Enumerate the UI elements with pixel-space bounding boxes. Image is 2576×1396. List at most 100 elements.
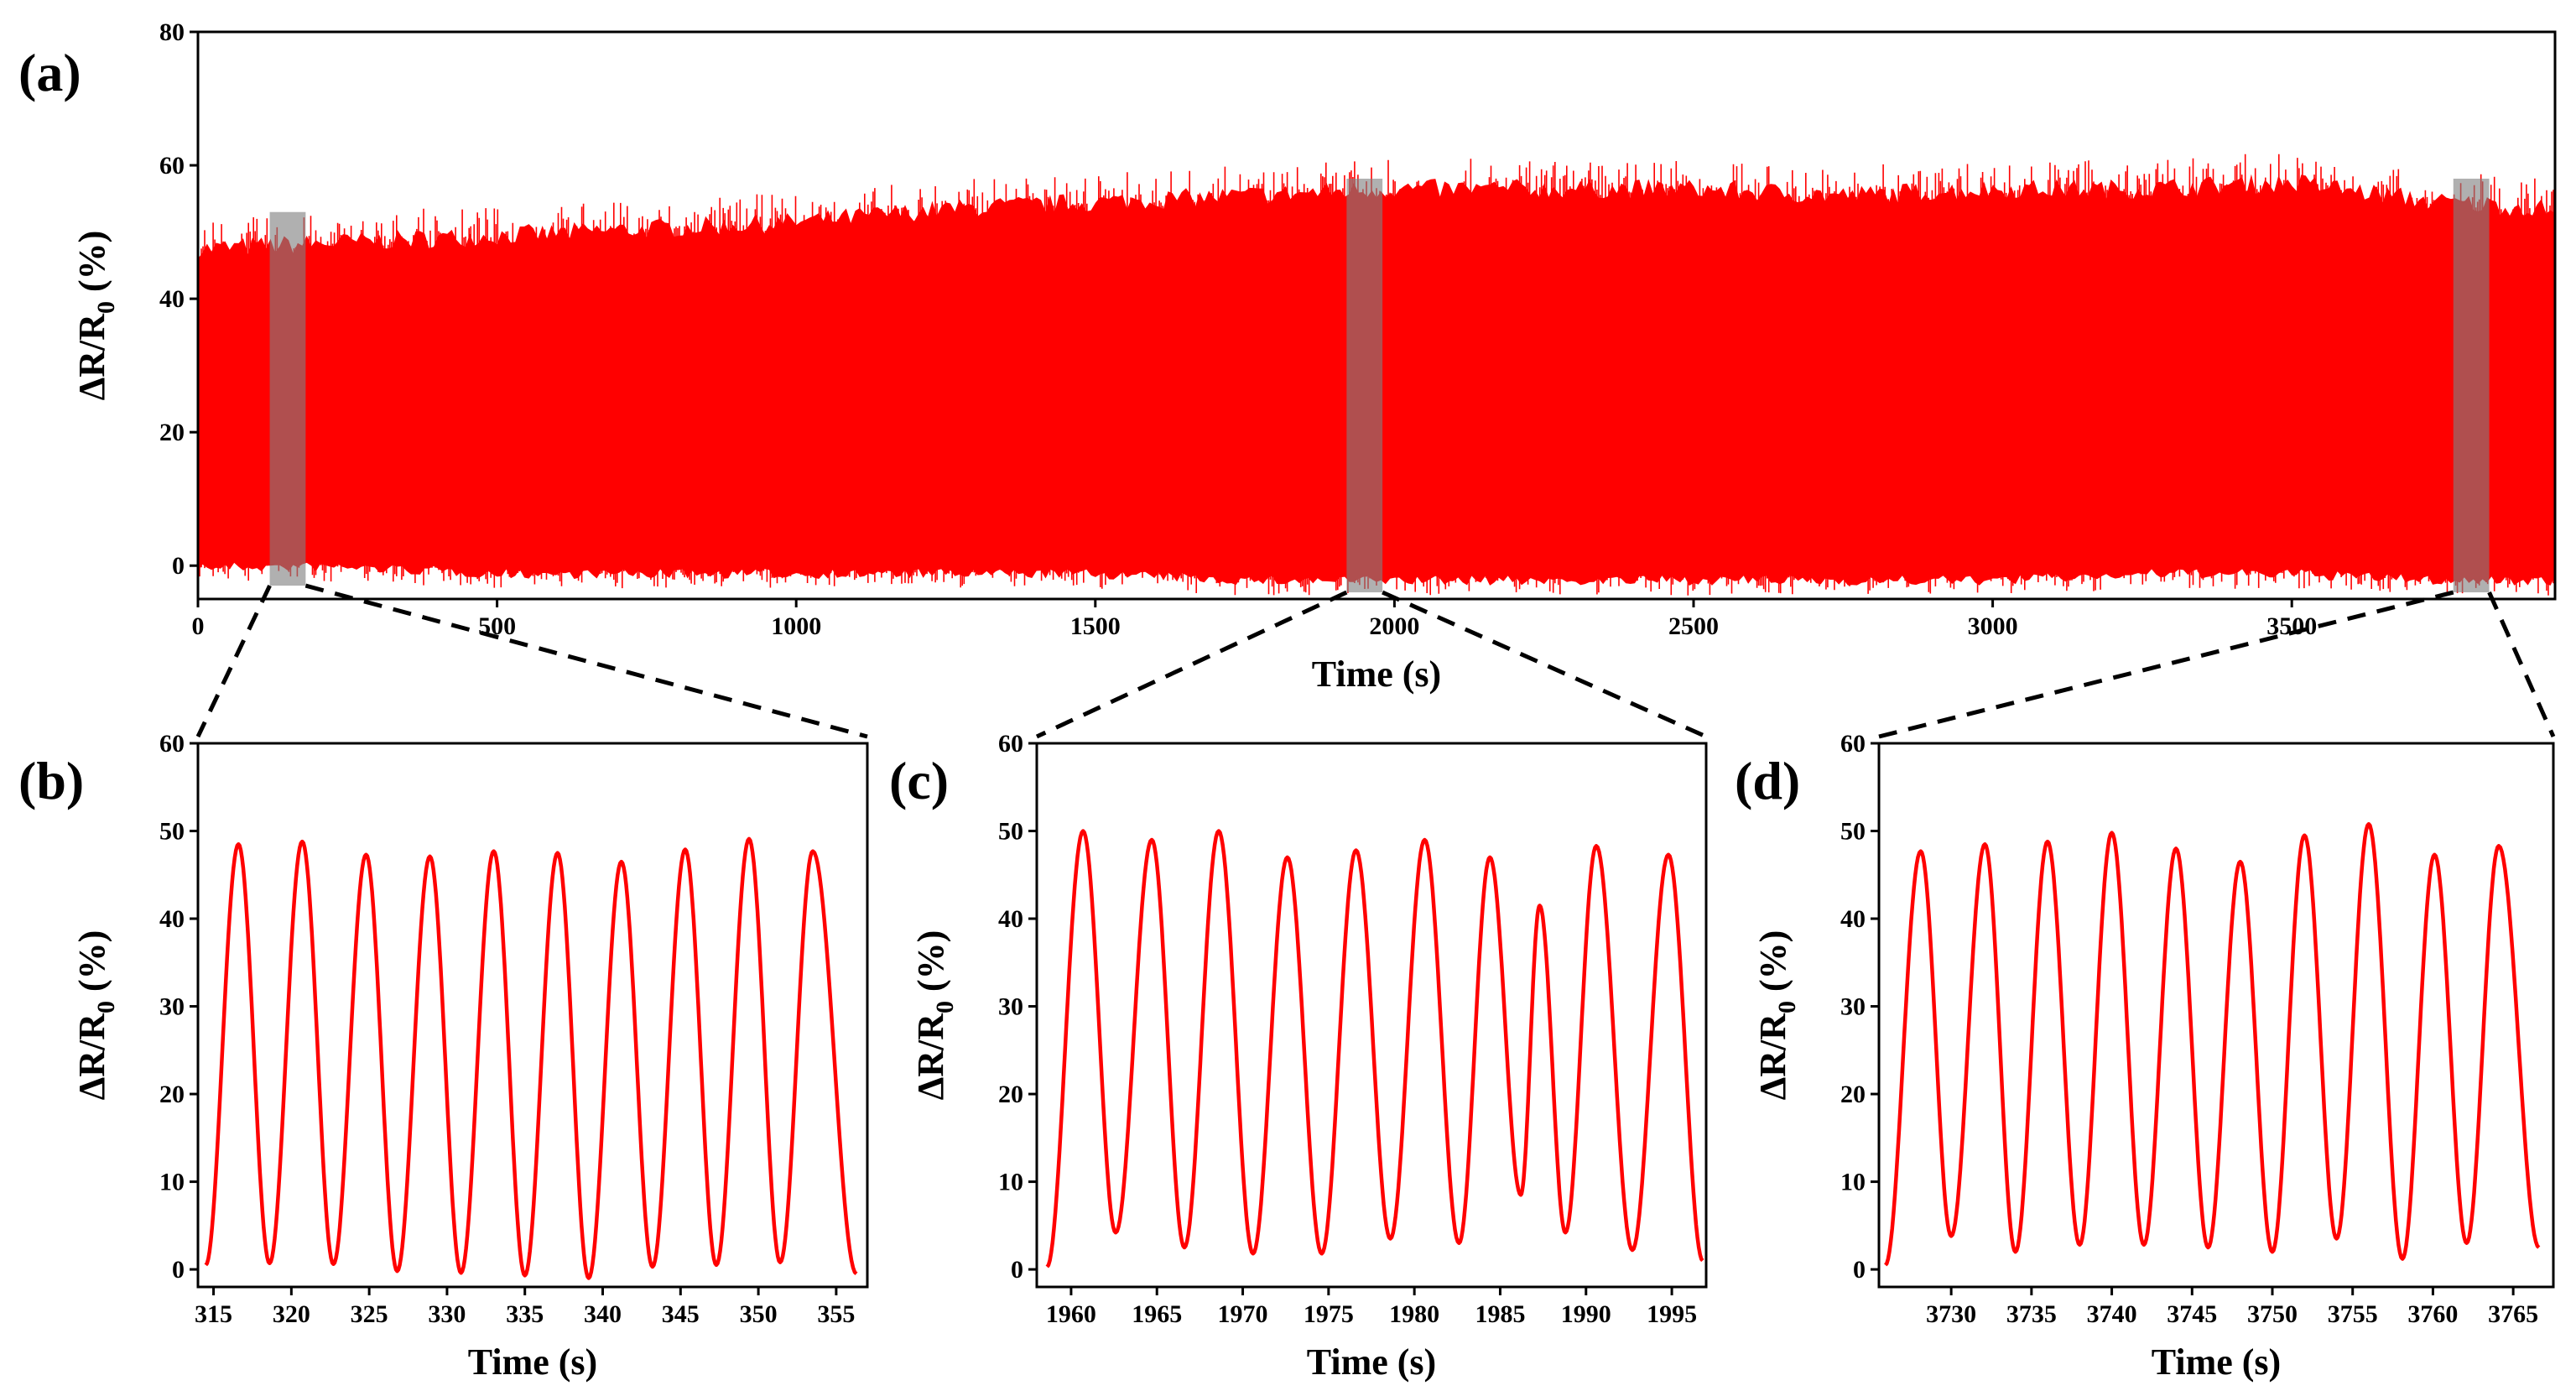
- y-tick-label-a-2: 40: [159, 285, 185, 313]
- y-tick-label-a-4: 80: [159, 18, 185, 46]
- x-tick-label-c-2: 1970: [1218, 1300, 1268, 1328]
- x-tick-label-d-5: 3755: [2328, 1300, 2378, 1328]
- y-tick-label-b-6: 60: [159, 730, 185, 758]
- connector-left-b: [195, 585, 272, 738]
- x-tick-label-c-7: 1995: [1647, 1300, 1697, 1328]
- axes-frame-d: [1877, 742, 2555, 1289]
- signal-line-c: [1045, 829, 1704, 1268]
- y-axis-label-a: ΔR/R0 (%): [71, 231, 120, 401]
- x-tick-label-b-6: 345: [662, 1300, 700, 1328]
- y-axis-label-tail-a: (%): [71, 231, 112, 301]
- x-tick-label-a-1: 500: [478, 612, 516, 640]
- x-tick-label-d-7: 3765: [2488, 1300, 2538, 1328]
- y-axis-label-tail-b: (%): [71, 930, 112, 1001]
- x-tick-label-d-4: 3750: [2247, 1300, 2298, 1328]
- y-tick-label-c-2: 20: [998, 1081, 1023, 1108]
- plot-area-b: [204, 836, 858, 1280]
- y-tick-label-b-5: 50: [159, 818, 185, 846]
- y-tick-label-c-5: 50: [998, 818, 1023, 846]
- connector-left-c: [1035, 590, 1348, 739]
- y-tick-label-c-4: 40: [998, 905, 1023, 933]
- y-tick-label-d-1: 10: [1840, 1169, 1866, 1196]
- x-tick-label-a-0: 0: [192, 612, 205, 640]
- y-axis-label-sub-d: 0: [1773, 1001, 1801, 1013]
- panel-label-b: (b): [18, 751, 84, 810]
- y-tick-label-d-6: 60: [1840, 730, 1866, 758]
- y-tick-label-d-3: 30: [1840, 993, 1866, 1021]
- x-tick-label-d-2: 3740: [2087, 1300, 2137, 1328]
- connector-left-d: [1878, 590, 2454, 739]
- y-tick-label-d-5: 50: [1840, 818, 1866, 846]
- connector-right-b: [304, 583, 868, 739]
- y-axis-label-main-b: ΔR/R: [71, 1013, 112, 1101]
- x-tick-label-d-3: 3745: [2167, 1300, 2217, 1328]
- x-tick-label-c-5: 1985: [1475, 1300, 1525, 1328]
- panel-labels: (a) (b) (c) (d): [18, 43, 1800, 810]
- signal-spikes: [198, 154, 2554, 596]
- x-tick-label-c-1: 1965: [1132, 1300, 1182, 1328]
- x-tick-label-b-0: 315: [195, 1300, 232, 1328]
- y-tick-label-b-4: 40: [159, 905, 185, 933]
- y-tick-label-c-1: 10: [998, 1169, 1023, 1196]
- y-tick-label-b-2: 20: [159, 1081, 185, 1108]
- y-tick-label-c-0: 0: [1011, 1256, 1023, 1284]
- x-tick-label-d-0: 3730: [1926, 1300, 1976, 1328]
- x-tick-label-b-4: 335: [506, 1300, 544, 1328]
- x-tick-label-a-4: 2000: [1369, 612, 1419, 640]
- plot-area-c: [1045, 829, 1704, 1268]
- y-axis-label-tail-d: (%): [1752, 930, 1793, 1001]
- y-axis-label-sub-a: 0: [92, 301, 120, 314]
- y-tick-label-c-6: 60: [998, 730, 1023, 758]
- y-axis-label-d: ΔR/R0 (%): [1752, 930, 1801, 1101]
- chart-panels: 0 500 1000 1500 2000 2500 3000 3500020406080Tim…: [71, 18, 2557, 1383]
- highlight-window-3: [2453, 178, 2490, 593]
- x-tick-label-c-3: 1975: [1304, 1300, 1354, 1328]
- y-axis-label-main-c: ΔR/R: [910, 1013, 951, 1101]
- x-axis-label-b: Time (s): [468, 1341, 597, 1383]
- y-axis-label-c: ΔR/R0 (%): [910, 930, 959, 1101]
- y-tick-label-b-0: 0: [172, 1256, 185, 1284]
- axes-frame-c: [1035, 742, 1708, 1289]
- y-axis-label-tail-c: (%): [910, 930, 951, 1001]
- panel-label-a: (a): [18, 43, 81, 102]
- x-tick-label-d-6: 3760: [2407, 1300, 2458, 1328]
- x-tick-label-b-2: 325: [351, 1300, 388, 1328]
- x-tick-label-d-1: 3735: [2006, 1300, 2057, 1328]
- x-tick-label-a-5: 2500: [1668, 612, 1719, 640]
- x-tick-label-a-7: 3500: [2266, 612, 2317, 640]
- axes-frame-a: [196, 30, 2557, 601]
- y-tick-label-b-1: 10: [159, 1169, 185, 1196]
- highlight-window-2: [1346, 178, 1383, 593]
- chart-panel-c: 1960 1965 1970 1975 1980 1985 1990 1995 0 10 20 30 4…: [910, 730, 1708, 1383]
- x-tick-label-b-3: 330: [428, 1300, 466, 1328]
- y-tick-label-d-2: 20: [1840, 1081, 1866, 1108]
- y-axis-label-main-d: ΔR/R: [1752, 1013, 1793, 1101]
- x-tick-label-c-0: 1960: [1046, 1300, 1096, 1328]
- axes-frame-b: [196, 742, 869, 1289]
- y-tick-label-d-0: 0: [1853, 1256, 1866, 1284]
- y-tick-label-a-1: 20: [159, 419, 185, 446]
- chart-panel-a: 0 500 1000 1500 2000 2500 3000 3500 0 20 40 60 80 Tim…: [71, 18, 2557, 695]
- panel-label-c: (c): [889, 751, 949, 810]
- x-tick-label-a-6: 3000: [1968, 612, 2018, 640]
- y-tick-label-d-4: 40: [1840, 905, 1866, 933]
- highlight-window-1: [269, 211, 306, 586]
- y-tick-label-b-3: 30: [159, 993, 185, 1021]
- x-axis-label-c: Time (s): [1307, 1341, 1436, 1383]
- zoom-connectors: [195, 583, 2556, 739]
- signal-line-b: [204, 836, 858, 1280]
- x-tick-label-b-7: 350: [740, 1300, 778, 1328]
- y-axis-label-sub-b: 0: [92, 1001, 120, 1013]
- y-axis-label-main-a: ΔR/R: [71, 313, 112, 401]
- plot-area-d: [1884, 821, 2541, 1267]
- x-axis-label-d: Time (s): [2152, 1341, 2281, 1383]
- x-axis-label-a: Time (s): [1312, 654, 1441, 695]
- x-tick-label-a-3: 1500: [1070, 612, 1121, 640]
- x-tick-label-b-1: 320: [273, 1300, 310, 1328]
- y-tick-label-a-0: 0: [172, 552, 185, 580]
- x-tick-label-c-6: 1990: [1561, 1300, 1611, 1328]
- y-tick-label-a-3: 60: [159, 152, 185, 180]
- y-tick-label-c-3: 30: [998, 993, 1023, 1021]
- x-tick-label-c-4: 1980: [1389, 1300, 1439, 1328]
